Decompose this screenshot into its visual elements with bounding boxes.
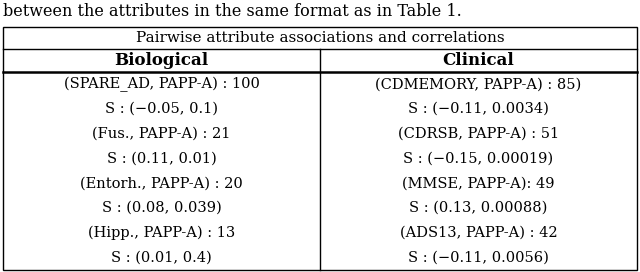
Text: S : (0.11, 0.01): S : (0.11, 0.01) (107, 152, 216, 166)
Text: S : (0.08, 0.039): S : (0.08, 0.039) (102, 201, 221, 215)
Text: Biological: Biological (115, 52, 209, 69)
Text: (ADS13, PAPP-A) : 42: (ADS13, PAPP-A) : 42 (400, 226, 557, 240)
Text: S : (0.01, 0.4): S : (0.01, 0.4) (111, 251, 212, 265)
Text: S : (0.13, 0.00088): S : (0.13, 0.00088) (410, 201, 548, 215)
Text: (MMSE, PAPP-A): 49: (MMSE, PAPP-A): 49 (403, 176, 555, 190)
Text: (CDRSB, PAPP-A) : 51: (CDRSB, PAPP-A) : 51 (398, 127, 559, 141)
Text: S : (−0.05, 0.1): S : (−0.05, 0.1) (105, 102, 218, 116)
Text: Pairwise attribute associations and correlations: Pairwise attribute associations and corr… (136, 31, 504, 45)
Text: S : (−0.11, 0.0034): S : (−0.11, 0.0034) (408, 102, 549, 116)
Text: (SPARE_AD, PAPP-A) : 100: (SPARE_AD, PAPP-A) : 100 (63, 77, 259, 92)
Text: Clinical: Clinical (443, 52, 515, 69)
Text: between the attributes in the same format as in Table 1.: between the attributes in the same forma… (3, 3, 461, 20)
Text: (CDMEMORY, PAPP-A) : 85): (CDMEMORY, PAPP-A) : 85) (376, 77, 582, 91)
Text: S : (−0.15, 0.00019): S : (−0.15, 0.00019) (403, 152, 554, 166)
Text: (Entorh., PAPP-A) : 20: (Entorh., PAPP-A) : 20 (80, 176, 243, 190)
Text: (Fus., PAPP-A) : 21: (Fus., PAPP-A) : 21 (92, 127, 230, 141)
Text: (Hipp., PAPP-A) : 13: (Hipp., PAPP-A) : 13 (88, 226, 235, 240)
Bar (3, 27, 637, 270)
Text: S : (−0.11, 0.0056): S : (−0.11, 0.0056) (408, 251, 549, 265)
